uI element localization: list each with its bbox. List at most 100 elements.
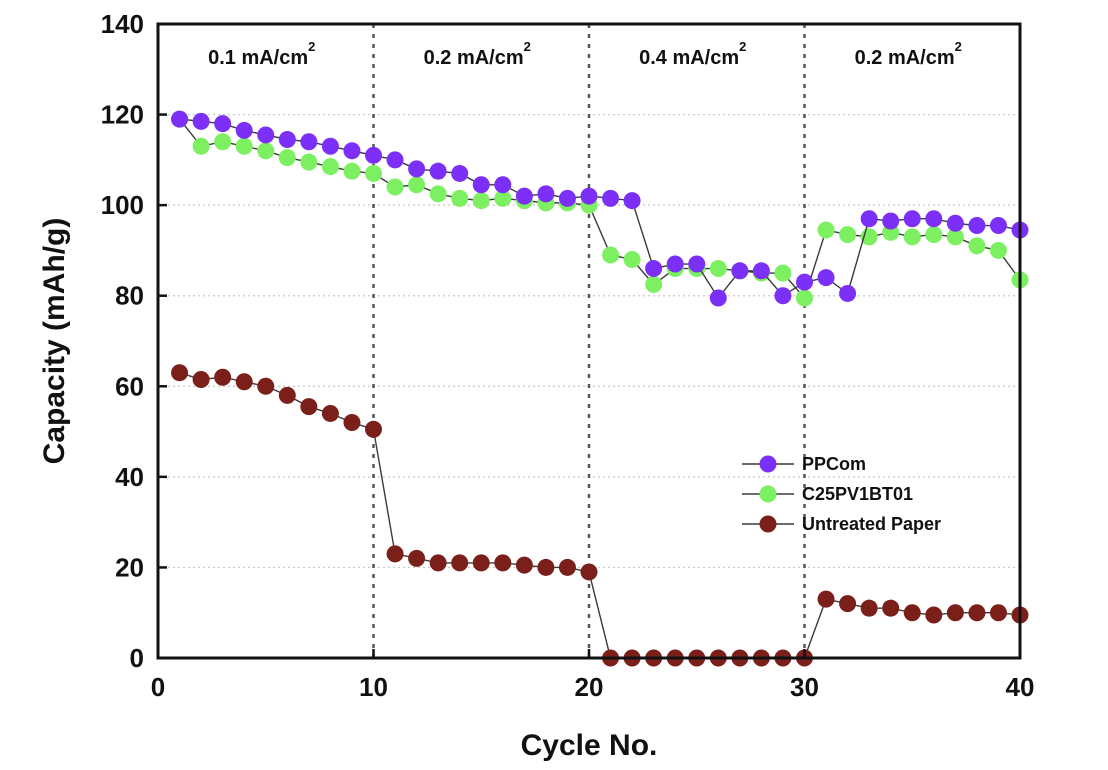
series-line-untreated-paper [179, 372, 1021, 659]
region-labels: 0.1 mA/cm2 0.2 mA/cm2 0.4 mA/cm2 0.2 mA/cm2 [208, 39, 962, 69]
data-series [171, 110, 1029, 667]
point-ppcom-37 [946, 214, 964, 232]
point-ppcom-27 [731, 262, 749, 280]
point-untreated-paper-11 [386, 545, 404, 563]
point-untreated-paper-17 [515, 556, 533, 574]
point-untreated-paper-8 [321, 404, 339, 422]
point-ppcom-11 [386, 151, 404, 169]
point-ppcom-26 [709, 289, 727, 307]
point-c25pv1bt01-12 [408, 176, 426, 194]
point-c25pv1bt01-11 [386, 178, 404, 196]
point-c25pv1bt01-8 [321, 158, 339, 176]
point-ppcom-31 [817, 269, 835, 287]
point-untreated-paper-15 [472, 554, 490, 572]
point-untreated-paper-20 [580, 563, 598, 581]
series-ppcom [171, 110, 1029, 307]
y-tick-label-140: 140 [101, 9, 144, 39]
point-untreated-paper-39 [989, 604, 1007, 622]
point-c25pv1bt01-7 [300, 153, 318, 171]
legend-marker-ppcom [759, 455, 777, 473]
point-c25pv1bt01-9 [343, 162, 361, 180]
point-untreated-paper-5 [257, 377, 275, 395]
point-ppcom-17 [515, 187, 533, 205]
y-tick-label-20: 20 [115, 552, 144, 582]
legend-label-c25pv1bt01: C25PV1BT01 [802, 484, 913, 504]
x-tick-label-40: 40 [1006, 672, 1035, 702]
region-label-2: 0.4 mA/cm2 [639, 39, 746, 69]
x-tick-label-20: 20 [575, 672, 604, 702]
point-c25pv1bt01-31 [817, 221, 835, 239]
axis-ticks: 0 10 20 30 40 0 20 40 60 80 100 120 140 [101, 9, 1035, 702]
point-untreated-paper-37 [946, 604, 964, 622]
point-c25pv1bt01-13 [429, 185, 447, 203]
y-tick-label-60: 60 [115, 371, 144, 401]
point-ppcom-30 [796, 273, 813, 291]
point-c25pv1bt01-32 [839, 226, 857, 244]
point-c25pv1bt01-14 [451, 189, 469, 207]
region-label-1: 0.2 mA/cm2 [424, 39, 531, 69]
point-c25pv1bt01-4 [235, 137, 253, 155]
y-tick-label-40: 40 [115, 462, 144, 492]
point-ppcom-29 [774, 287, 792, 305]
point-untreated-paper-13 [429, 554, 447, 572]
point-ppcom-7 [300, 133, 318, 151]
point-untreated-paper-34 [882, 599, 900, 617]
point-ppcom-9 [343, 142, 361, 160]
point-c25pv1bt01-5 [257, 142, 275, 160]
point-c25pv1bt01-23 [645, 275, 663, 293]
point-ppcom-15 [472, 176, 490, 194]
x-tick-label-10: 10 [359, 672, 388, 702]
point-c25pv1bt01-21 [602, 246, 620, 264]
point-untreated-paper-4 [235, 373, 253, 391]
point-c25pv1bt01-30 [796, 289, 813, 307]
point-ppcom-2 [192, 112, 210, 130]
point-c25pv1bt01-10 [365, 164, 382, 182]
point-ppcom-20 [580, 187, 598, 205]
point-untreated-paper-2 [192, 370, 210, 388]
point-ppcom-28 [752, 262, 770, 280]
point-ppcom-23 [645, 260, 663, 278]
point-ppcom-25 [688, 255, 706, 273]
legend-item-c25pv1bt01: C25PV1BT01 [742, 484, 913, 504]
legend-item-ppcom: PPCom [742, 454, 866, 474]
point-untreated-paper-18 [537, 558, 555, 576]
y-axis-title: Capacity (mAh/g) [38, 218, 71, 465]
point-untreated-paper-6 [278, 386, 296, 404]
point-ppcom-16 [494, 176, 512, 194]
point-untreated-paper-19 [558, 558, 576, 576]
point-ppcom-14 [451, 164, 469, 182]
series-line-ppcom [179, 118, 1021, 300]
point-untreated-paper-38 [968, 604, 986, 622]
point-ppcom-10 [365, 146, 382, 164]
point-untreated-paper-32 [839, 595, 857, 613]
point-c25pv1bt01-35 [903, 228, 921, 246]
legend-label-untreated-paper: Untreated Paper [802, 514, 941, 534]
point-ppcom-18 [537, 185, 555, 203]
point-ppcom-13 [429, 162, 447, 180]
region-label-3: 0.2 mA/cm2 [855, 39, 962, 69]
point-ppcom-8 [321, 137, 339, 155]
x-tick-label-30: 30 [790, 672, 819, 702]
point-ppcom-34 [882, 212, 900, 230]
point-c25pv1bt01-2 [192, 137, 210, 155]
point-c25pv1bt01-16 [494, 189, 512, 207]
point-c25pv1bt01-22 [623, 250, 641, 268]
point-ppcom-12 [408, 160, 426, 178]
point-c25pv1bt01-39 [989, 241, 1007, 259]
point-untreated-paper-31 [817, 590, 835, 608]
point-c25pv1bt01-15 [472, 192, 490, 210]
point-untreated-paper-1 [171, 364, 189, 382]
legend-marker-c25pv1bt01 [759, 485, 777, 503]
point-ppcom-21 [602, 189, 620, 207]
point-untreated-paper-7 [300, 398, 318, 416]
point-untreated-paper-16 [494, 554, 512, 572]
point-ppcom-38 [968, 217, 986, 235]
series-c25pv1bt01 [171, 110, 1029, 307]
legend-item-untreated-paper: Untreated Paper [742, 514, 941, 534]
point-untreated-paper-35 [903, 604, 921, 622]
point-ppcom-36 [925, 210, 943, 228]
point-untreated-paper-9 [343, 414, 361, 432]
point-untreated-paper-14 [451, 554, 469, 572]
point-ppcom-5 [257, 126, 275, 144]
